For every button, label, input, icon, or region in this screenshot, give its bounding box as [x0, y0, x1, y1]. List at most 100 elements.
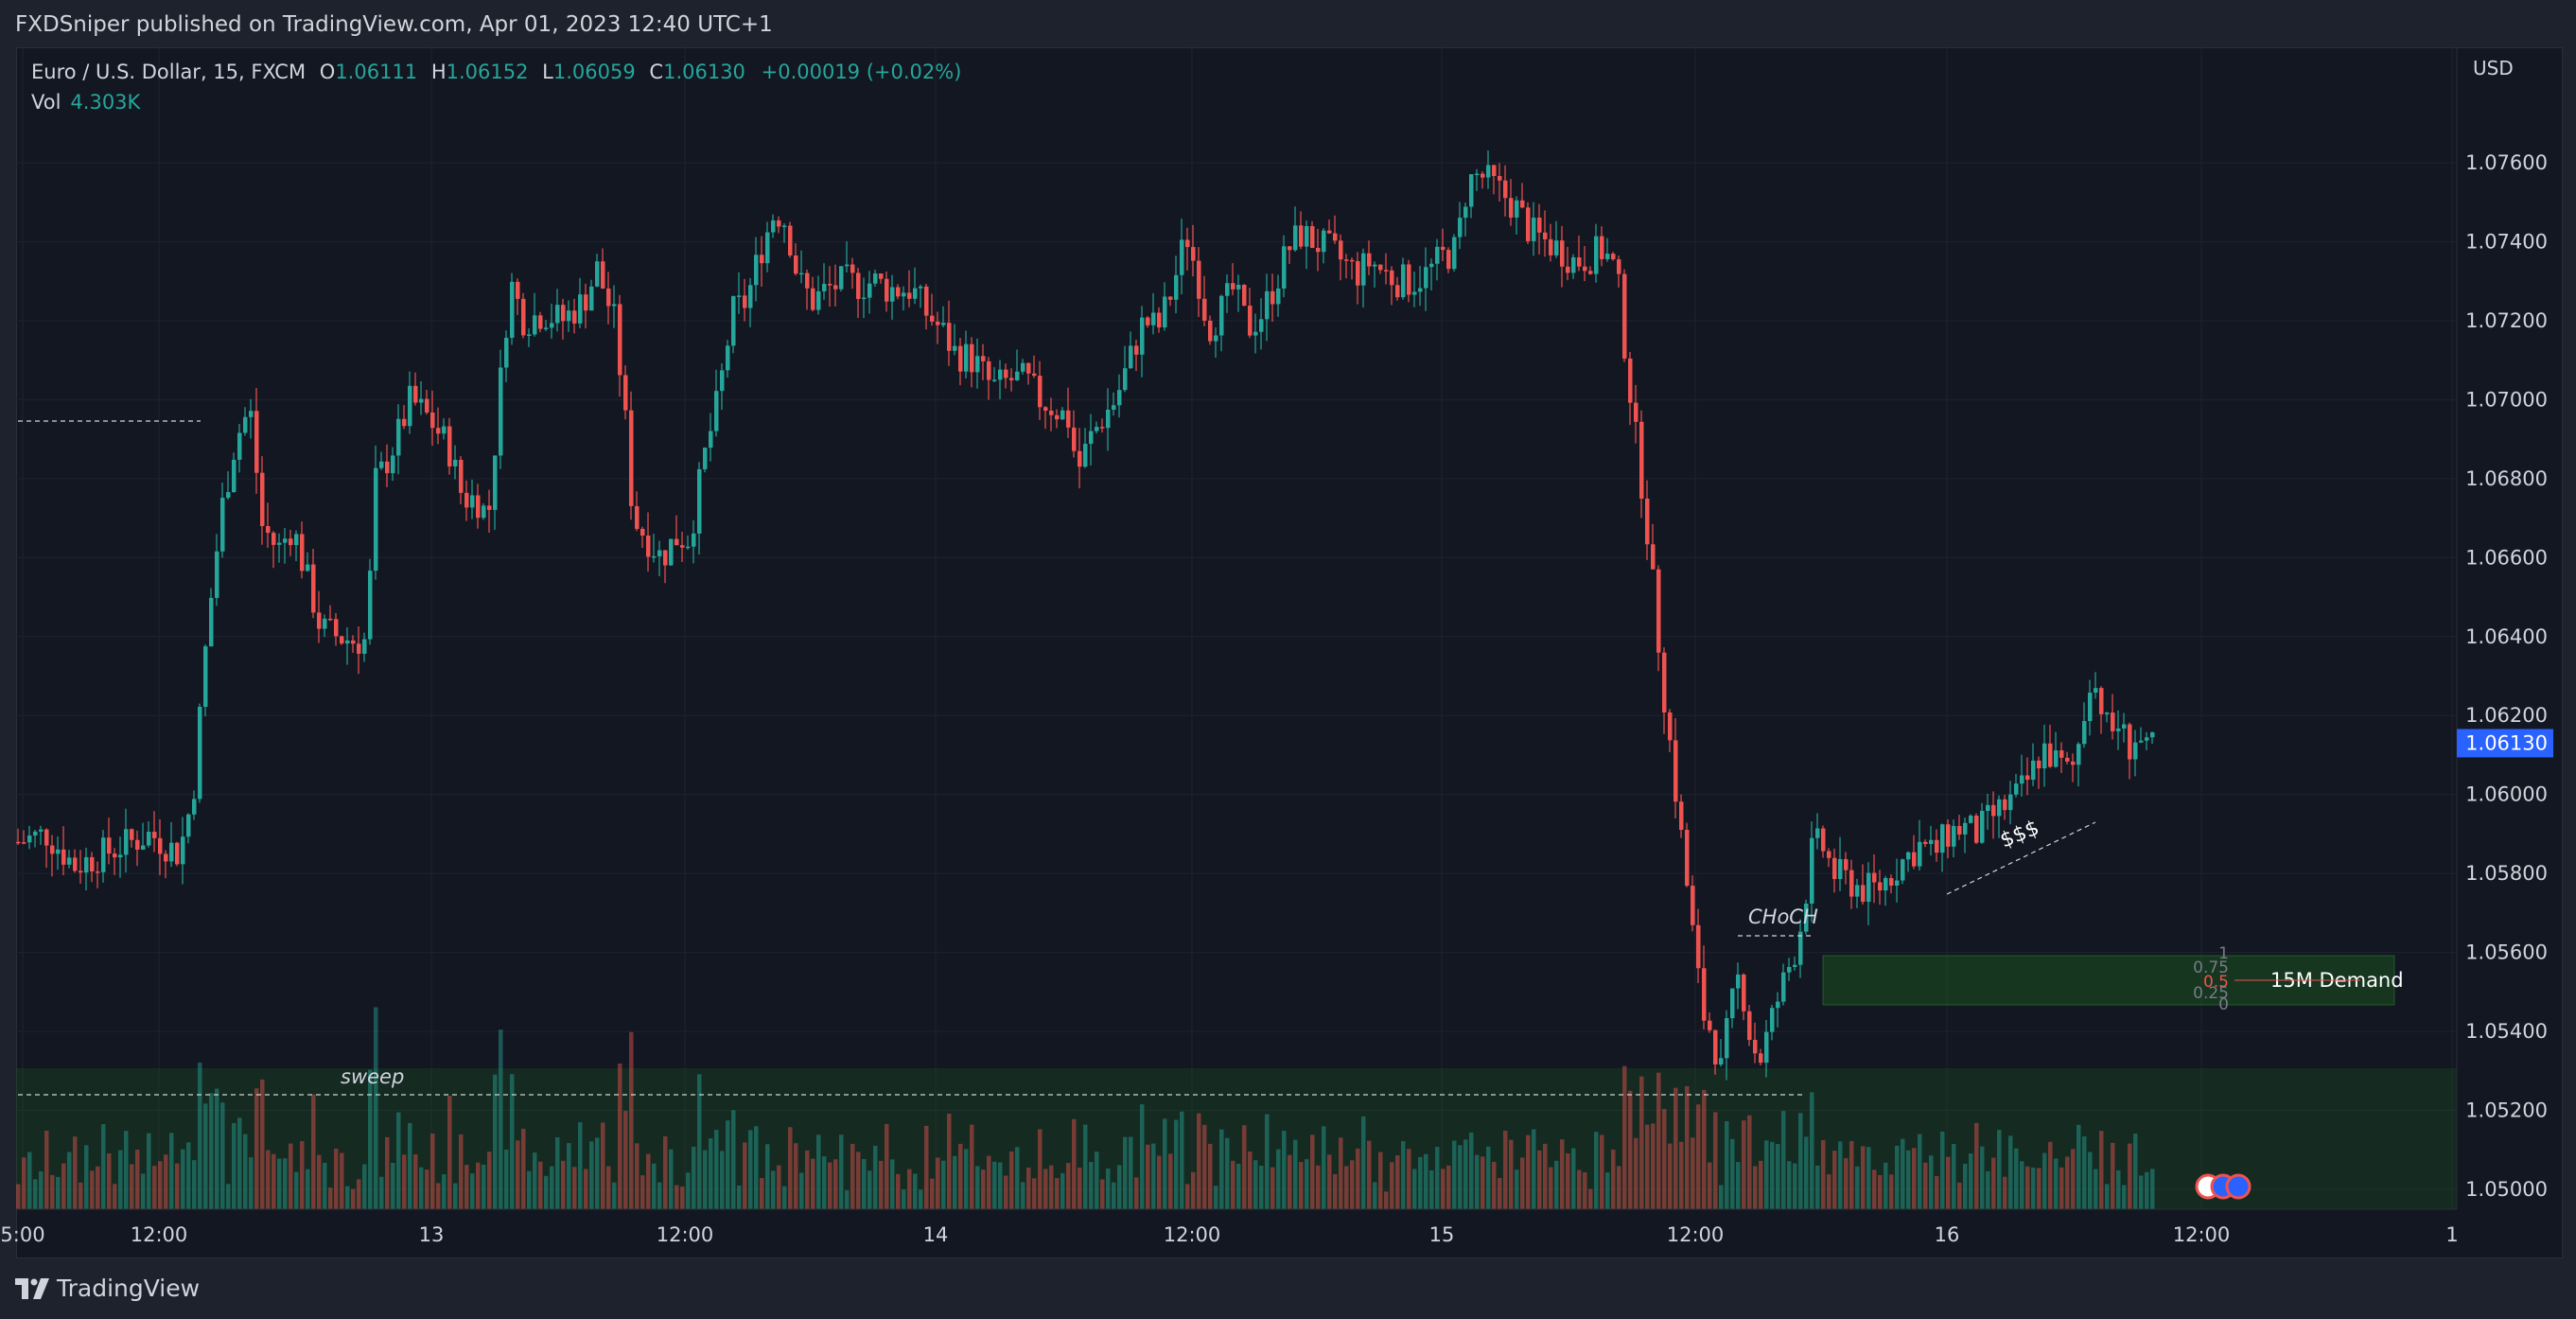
volume-bar — [1696, 1104, 1701, 1209]
candle-body — [1912, 852, 1917, 867]
candle-body — [1225, 283, 1230, 296]
candle-body — [635, 505, 640, 529]
volume-bar — [311, 1094, 316, 1209]
candle-body — [1004, 369, 1008, 378]
candle-body — [754, 255, 759, 286]
volume-bar — [936, 1157, 940, 1209]
candle-body — [300, 534, 305, 572]
candle-body — [1378, 264, 1383, 271]
time-tick-label: 1 — [2445, 1223, 2458, 1246]
ohlc-legend: Euro / U.S. Dollar, 15, FXCM O1.06111 H1… — [31, 61, 961, 83]
candle-body — [845, 264, 850, 267]
candle-body — [1600, 236, 1604, 259]
volume-bar — [1634, 1137, 1638, 1209]
volume-bar — [181, 1149, 185, 1209]
volume-bar — [981, 1170, 986, 1209]
candle-body — [152, 832, 157, 838]
candle-body — [1537, 217, 1542, 233]
candle-body — [771, 220, 776, 233]
candle-body — [237, 432, 242, 460]
volume-bar — [958, 1143, 963, 1209]
price-tick-label: 1.05000 — [2465, 1178, 2548, 1201]
volume-bar — [845, 1189, 850, 1209]
volume-bar — [135, 1150, 140, 1209]
volume-bar — [1214, 1186, 1218, 1209]
candle-body — [544, 327, 549, 329]
candle-body — [555, 305, 560, 324]
liquidity-label: $$$ — [1997, 817, 2042, 853]
volume-bar — [1532, 1129, 1536, 1209]
volume-bar — [192, 1160, 197, 1209]
candle-body — [362, 639, 367, 654]
candle-body — [1373, 264, 1377, 267]
volume-bar — [726, 1120, 730, 1209]
candle-body — [714, 391, 719, 431]
candle-body — [186, 814, 191, 837]
volume-bar — [232, 1122, 237, 1209]
volume-bar — [2111, 1142, 2115, 1209]
volume-bar — [430, 1134, 435, 1209]
volume-bar — [1923, 1162, 1928, 1209]
time-tick-label: 12:00 — [1667, 1223, 1725, 1246]
candle-body — [1776, 1001, 1780, 1009]
price-tick-label: 1.05600 — [2465, 941, 2548, 964]
candle-body — [1605, 254, 1610, 259]
candle-body — [1367, 253, 1372, 267]
volume-bar — [1310, 1134, 1315, 1209]
candle-body — [919, 286, 923, 289]
volume-bar — [1055, 1178, 1060, 1209]
volume-bar — [1112, 1182, 1116, 1209]
candle-body — [67, 857, 72, 865]
volume-bar — [1106, 1168, 1111, 1209]
volume-bar — [402, 1154, 407, 1209]
volume-bar — [96, 1166, 100, 1209]
volume-bar — [1043, 1169, 1048, 1209]
candle-body — [1112, 405, 1116, 411]
candle-body — [1123, 368, 1128, 391]
candle-body — [402, 418, 407, 427]
candle-body — [1946, 824, 1951, 847]
volume-bar — [1305, 1159, 1309, 1209]
volume-bar — [1242, 1125, 1247, 1209]
candle-body — [652, 555, 657, 558]
event-flag-icon — [2225, 1173, 2252, 1200]
volume-bar — [1021, 1182, 1025, 1209]
candle-body — [987, 361, 991, 380]
volume-bar — [198, 1062, 202, 1209]
volume-bar — [924, 1125, 929, 1209]
candle-body — [1197, 260, 1201, 299]
volume-bar — [447, 1096, 452, 1209]
volume-bar — [1685, 1085, 1690, 1209]
candle-body — [1418, 288, 1423, 292]
candle-body — [913, 288, 918, 299]
volume-bar — [391, 1162, 395, 1209]
volume-bar — [1583, 1171, 1587, 1209]
volume-bar — [533, 1152, 537, 1209]
candle-body — [2128, 724, 2132, 760]
currency-label[interactable]: USD — [2473, 57, 2514, 79]
candle-body — [1515, 200, 1519, 218]
candle-body — [1753, 1040, 1758, 1054]
volume-bar — [1418, 1156, 1423, 1209]
candle-body — [1980, 811, 1985, 843]
tradingview-logo[interactable]: TradingView — [15, 1275, 200, 1302]
candle-body — [975, 356, 980, 373]
candle-body — [323, 618, 327, 629]
candle-body — [2145, 737, 2149, 741]
volume-bar — [1713, 1112, 1718, 1209]
fib-025: 0.25 — [2193, 984, 2229, 1003]
volume-bar — [1651, 1123, 1656, 1209]
candle-body — [669, 538, 674, 566]
candle-body — [181, 836, 185, 865]
high-label: H — [430, 61, 447, 83]
volume-bar — [1486, 1146, 1491, 1209]
volume-bar — [635, 1143, 640, 1209]
candle-body — [862, 297, 867, 300]
volume-bar — [1401, 1141, 1406, 1209]
volume-bar — [754, 1126, 759, 1209]
candle-body — [198, 706, 202, 800]
volume-bar — [1032, 1178, 1037, 1209]
candle-body — [561, 305, 566, 322]
